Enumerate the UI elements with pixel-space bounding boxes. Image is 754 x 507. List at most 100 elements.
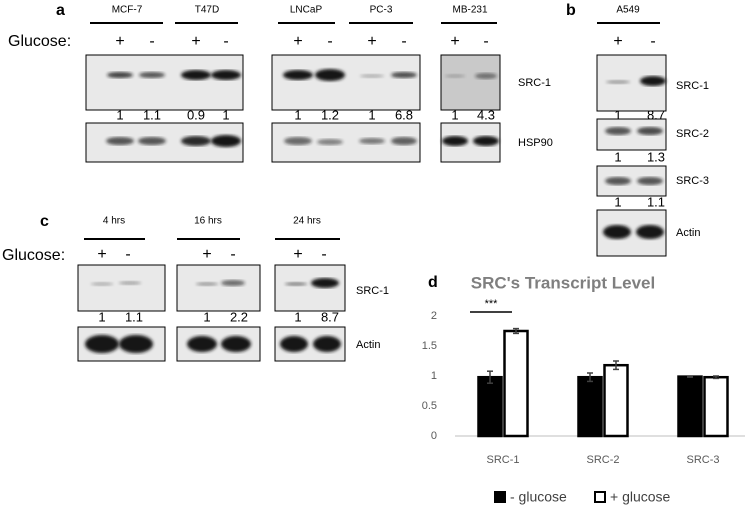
band (138, 137, 166, 145)
bar-chart: 0 0.5 1 1.5 2 SRC-1 SRC-2 SRC-3 *** - glucose + gl… (422, 298, 745, 505)
band (442, 136, 468, 146)
sign: + (115, 33, 124, 50)
band-label: SRC-2 (676, 128, 709, 140)
cell-line: MB-231 (452, 5, 487, 16)
band-label: SRC-3 (676, 175, 709, 187)
blot (271, 54, 421, 111)
bar (477, 375, 503, 438)
cell-line: LNCaP (290, 5, 323, 16)
band (119, 335, 153, 353)
band-label: HSP90 (518, 137, 553, 149)
x-tick-label: SRC-2 (586, 454, 619, 466)
quant: 1 (294, 309, 301, 324)
band (636, 225, 664, 239)
quant: 8.7 (647, 107, 665, 122)
sign: - (321, 246, 326, 263)
blot (440, 54, 501, 111)
band (106, 137, 134, 145)
cell-line: MCF-7 (112, 5, 143, 16)
y-tick-label: 0 (431, 430, 437, 442)
band (187, 336, 217, 352)
sign: - (230, 246, 235, 263)
quant: 1.1 (143, 107, 161, 122)
band (637, 127, 663, 135)
y-tick-label: 0.5 (422, 400, 437, 412)
band (311, 278, 339, 288)
sign: - (149, 33, 154, 50)
bar (503, 329, 529, 438)
quant: 1.1 (647, 194, 665, 209)
band (85, 335, 119, 353)
band-label: SRC-1 (518, 77, 551, 89)
band (637, 177, 663, 185)
bands (603, 76, 666, 239)
cell-line: PC-3 (370, 5, 393, 16)
bar (703, 375, 729, 438)
blot (77, 264, 166, 312)
sign: - (223, 33, 228, 50)
time: 4 hrs (103, 216, 125, 227)
sign: + (293, 246, 302, 263)
sign: - (650, 33, 655, 50)
quant: 8.7 (321, 309, 339, 324)
blot (85, 54, 244, 111)
time: 16 hrs (194, 216, 222, 227)
band (211, 135, 241, 147)
quant: 2.2 (230, 309, 248, 324)
blot (274, 264, 346, 312)
band (313, 336, 341, 352)
sign: - (401, 33, 406, 50)
x-tick-label: SRC-1 (486, 454, 519, 466)
quant: 1 (98, 309, 105, 324)
time: 24 hrs (293, 216, 321, 227)
band (360, 74, 384, 78)
sign: + (613, 33, 622, 50)
band (181, 136, 211, 146)
blot (176, 264, 261, 312)
panel-label: c (40, 213, 49, 230)
cell-line: T47D (195, 5, 219, 16)
band (606, 80, 630, 84)
band (605, 177, 631, 185)
band (107, 72, 133, 78)
signs: + - + - + - (97, 246, 326, 263)
panel-label: b (566, 2, 576, 19)
y-tick-label: 1.5 (422, 340, 437, 352)
glucose-label: Glucose: (8, 33, 71, 50)
band (315, 69, 345, 81)
band (196, 282, 218, 286)
bar (577, 375, 603, 438)
quant: 1 (116, 107, 123, 122)
band (285, 282, 307, 286)
quantification: 1 1.1 1 2.2 1 8.7 (98, 309, 339, 324)
band (211, 70, 241, 80)
band (391, 137, 417, 145)
quant: 0.9 (187, 107, 205, 122)
band-label: Actin (676, 227, 700, 239)
quant: 1 (294, 107, 301, 122)
band-label: SRC-1 (676, 80, 709, 92)
y-tick-label: 2 (431, 310, 437, 322)
band (91, 282, 113, 286)
quant: 4.3 (477, 107, 495, 122)
quant: 1 (451, 107, 458, 122)
quant: 1 (222, 107, 229, 122)
band-label: SRC-1 (356, 285, 389, 297)
sign: - (327, 33, 332, 50)
sign: + (450, 33, 459, 50)
signs: + - + - + - + - + - (115, 33, 488, 50)
cell-line: A549 (616, 5, 640, 16)
band (284, 137, 312, 145)
band (445, 74, 465, 78)
band (119, 281, 141, 285)
band (359, 138, 385, 144)
sign: + (191, 33, 200, 50)
band-label: Actin (356, 339, 380, 351)
legend-label: + glucose (610, 489, 671, 505)
band (605, 127, 631, 135)
sign: + (293, 33, 302, 50)
bands (85, 278, 341, 353)
sign: - (483, 33, 488, 50)
panel-label: d (428, 274, 438, 291)
